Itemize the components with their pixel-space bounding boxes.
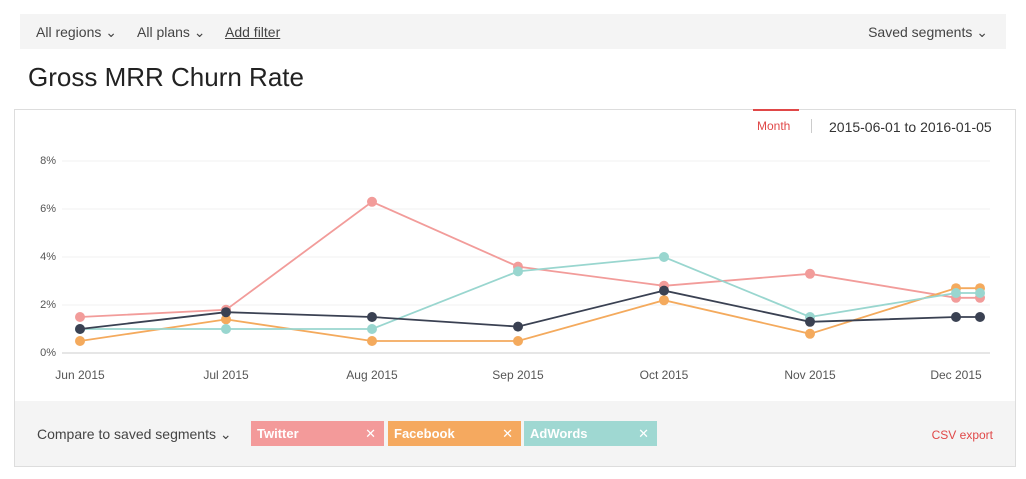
date-range[interactable]: 2015-06-01 to 2016-01-05: [829, 119, 992, 135]
data-point: [513, 321, 523, 332]
segment-tag[interactable]: Twitter ✕: [251, 421, 384, 446]
period-tab[interactable]: Month: [757, 119, 791, 133]
y-tick-label: 4%: [40, 251, 56, 263]
csv-export[interactable]: CSV export: [931, 428, 993, 442]
plan-filter-label: All plans: [137, 24, 190, 40]
x-tick-label: Aug 2015: [346, 368, 398, 382]
remove-icon[interactable]: ✕: [502, 426, 513, 441]
series-line: [79, 287, 980, 342]
data-point: [975, 312, 985, 322]
data-point: [951, 312, 961, 322]
x-tick-label: Nov 2015: [784, 368, 836, 382]
series-line: [79, 200, 980, 318]
data-point: [975, 288, 985, 298]
data-point: [805, 268, 815, 279]
x-tick-label: Jul 2015: [203, 368, 249, 382]
y-tick-label: 6%: [40, 203, 56, 215]
data-point: [221, 307, 231, 318]
chart-card: [14, 109, 1016, 467]
series-line: [79, 289, 980, 330]
data-point: [221, 324, 231, 334]
data-point: [513, 336, 523, 346]
saved-segments-label: Saved segments: [868, 24, 973, 40]
separator: [811, 119, 812, 133]
saved-segments[interactable]: Saved segments ⌄: [868, 24, 988, 40]
x-tick-label: Sep 2015: [492, 368, 544, 382]
y-tick-label: 8%: [40, 155, 56, 167]
compare-dropdown[interactable]: Compare to saved segments ⌄: [37, 426, 232, 442]
region-filter[interactable]: All regions ⌄: [36, 24, 117, 40]
data-point: [367, 324, 377, 334]
data-point: [951, 288, 961, 298]
data-point: [75, 312, 85, 322]
tab-indicator: [753, 109, 799, 111]
page-title: Gross MRR Churn Rate: [28, 62, 304, 92]
footer: Compare to saved segments ⌄ Twitter ✕ Fac…: [15, 401, 1015, 466]
plan-filter[interactable]: All plans ⌄: [137, 24, 206, 40]
x-tick-label: Jun 2015: [55, 368, 105, 382]
x-tick-label: Oct 2015: [640, 368, 689, 382]
add-filter[interactable]: Add filter: [225, 24, 281, 40]
y-tick-label: 2%: [40, 299, 56, 311]
filter-bar: All regions ⌄ All plans ⌄ Add filter Sav…: [20, 14, 1006, 49]
tag-label: AdWords: [530, 426, 588, 441]
remove-icon[interactable]: ✕: [365, 426, 376, 441]
data-point: [513, 266, 523, 277]
compare-label: Compare to saved segments: [37, 426, 216, 442]
data-point: [805, 328, 815, 339]
data-point: [221, 314, 231, 325]
data-point: [75, 336, 85, 346]
y-tick-label: 0%: [40, 347, 56, 359]
segment-tag[interactable]: Facebook ✕: [388, 421, 521, 446]
region-filter-label: All regions: [36, 24, 102, 40]
data-point: [659, 295, 669, 306]
data-point: [367, 336, 377, 346]
data-point: [659, 285, 669, 296]
data-point: [367, 312, 377, 322]
tag-label: Twitter: [257, 426, 299, 441]
segment-tag[interactable]: AdWords ✕: [524, 421, 657, 446]
tag-label: Facebook: [394, 426, 455, 441]
data-point: [659, 252, 669, 262]
remove-icon[interactable]: ✕: [638, 426, 649, 441]
series-line: [80, 256, 980, 330]
data-point: [805, 316, 815, 327]
data-point: [367, 196, 377, 207]
x-tick-label: Dec 2015: [930, 368, 982, 382]
data-point: [75, 324, 85, 334]
